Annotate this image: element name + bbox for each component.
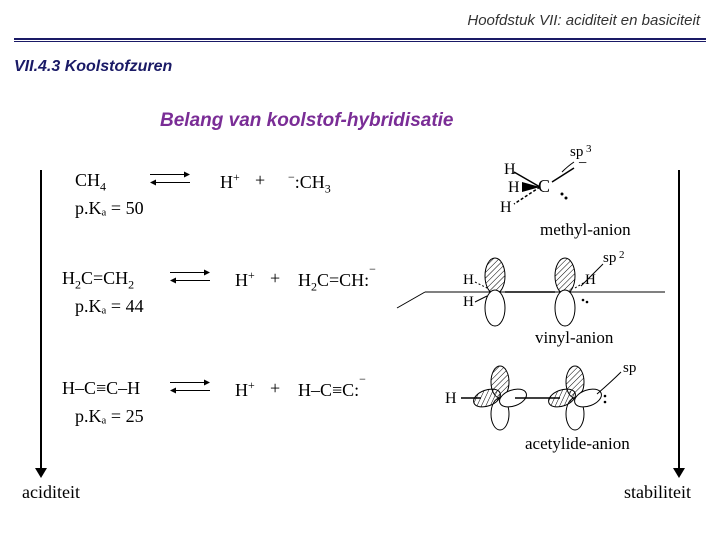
svg-text:C: C xyxy=(538,176,550,196)
methyl-anion-svg: H H H C − sp3 xyxy=(470,142,670,227)
section-number: VII.4.3 Koolstofzuren xyxy=(14,58,172,76)
plus-3: + xyxy=(270,378,280,399)
pka-2: p.Kₐ = 44 xyxy=(75,296,144,317)
reactant-1: CH4 xyxy=(75,170,106,195)
aciditeit-arrow xyxy=(40,170,42,470)
subtitle: Belang van koolstof-hybridisatie xyxy=(160,110,454,132)
hplus-3: H+ xyxy=(235,378,255,401)
chapter-header: Hoofdstuk VII: aciditeit en basiciteit xyxy=(467,12,700,29)
vinyl-label: vinyl-anion xyxy=(535,328,613,348)
hplus-1: H+ xyxy=(220,170,240,193)
acetylide-anion-svg: H sp xyxy=(445,358,675,438)
pka-3: p.Kₐ = 25 xyxy=(75,406,144,427)
svg-text:3: 3 xyxy=(586,143,592,155)
svg-text:sp: sp xyxy=(603,250,616,266)
svg-text:2: 2 xyxy=(619,249,625,261)
vinyl-anion-svg: H H H sp2 xyxy=(425,242,675,332)
eq-arrow-1f xyxy=(150,174,190,182)
plus-2: + xyxy=(270,268,280,289)
eq-arrow-1b xyxy=(150,182,190,190)
anion-2: H2C=CH:− xyxy=(298,268,376,295)
reactant-2: H2C=CH2 xyxy=(62,268,134,293)
methyl-label: methyl-anion xyxy=(540,220,631,240)
svg-text:H: H xyxy=(504,161,516,178)
eq-arrow-2f xyxy=(170,272,210,280)
eq-arrow-3b xyxy=(170,390,210,398)
svg-text:sp: sp xyxy=(570,144,583,160)
svg-text:H: H xyxy=(463,294,474,310)
pka-1: p.Kₐ = 50 xyxy=(75,198,144,219)
stabiliteit-arrow xyxy=(678,170,680,470)
eq-arrow-3f xyxy=(170,382,210,390)
stabiliteit-label: stabiliteit xyxy=(624,482,691,503)
hplus-2: H+ xyxy=(235,268,255,291)
eq-arrow-2b xyxy=(170,280,210,288)
figure: aciditeit stabiliteit CH4 H+ + −:CH3 p.K… xyxy=(30,160,690,520)
plus-1: + xyxy=(255,170,265,191)
anion-1: −:CH3 xyxy=(288,170,331,197)
svg-text:sp: sp xyxy=(623,360,636,376)
header-rule xyxy=(14,38,706,42)
acetylide-label: acetylide-anion xyxy=(525,434,630,454)
svg-text:H: H xyxy=(463,272,474,288)
svg-text:H: H xyxy=(508,179,520,196)
anion-3: H–C≡C:− xyxy=(298,378,366,401)
svg-text:H: H xyxy=(500,199,512,216)
svg-text:H: H xyxy=(445,390,457,407)
aciditeit-label: aciditeit xyxy=(22,482,80,503)
reactant-3: H–C≡C–H xyxy=(62,378,140,399)
